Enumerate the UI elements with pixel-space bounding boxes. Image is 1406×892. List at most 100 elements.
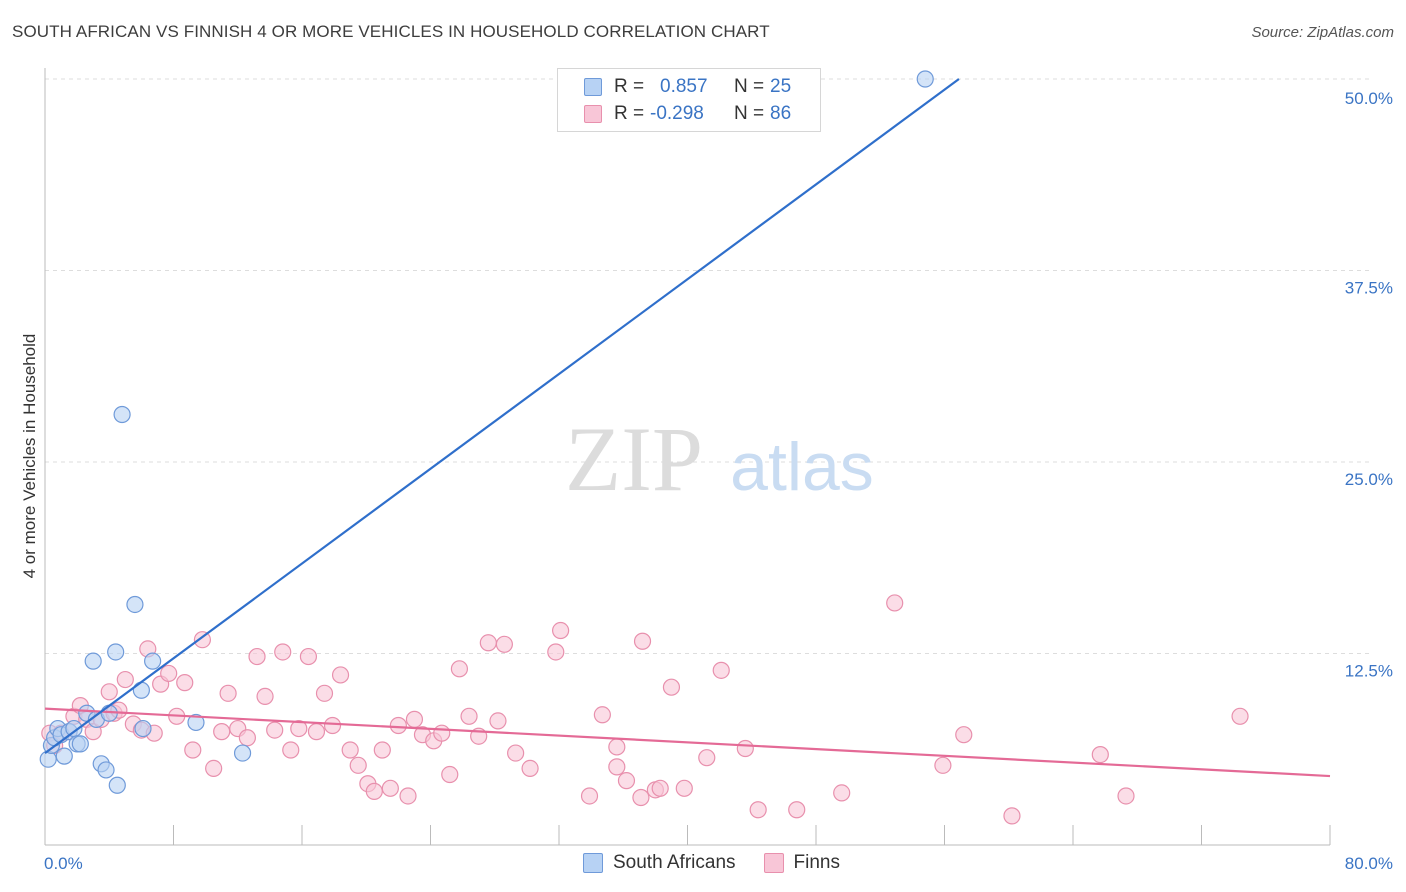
south-africans-point-24 — [233, 744, 252, 762]
finns-point-23 — [205, 759, 223, 778]
finns-point-83 — [1091, 746, 1109, 764]
finns-point-35 — [307, 723, 326, 741]
finns-point-50 — [433, 724, 451, 742]
finns-point-32 — [282, 741, 300, 759]
south-africans-point-18 — [113, 405, 131, 424]
south-africans-point-11 — [84, 652, 102, 670]
finns-point-82 — [1003, 807, 1021, 825]
finns-point-65 — [608, 758, 626, 776]
watermark-atlas: atlas — [730, 429, 874, 505]
south-africans-point-20 — [132, 681, 150, 699]
south-africans-trend-line — [44, 78, 960, 754]
south-africans-point-19 — [126, 595, 144, 614]
finns-point-57 — [495, 635, 513, 653]
finns-point-52 — [450, 660, 469, 678]
finns-point-61 — [552, 621, 570, 640]
legend-r-value: 0.857 — [660, 76, 708, 97]
finns-point-58 — [507, 744, 525, 762]
south-africans-points — [39, 70, 934, 794]
finns-point-77 — [788, 801, 806, 819]
finns-point-68 — [633, 632, 652, 650]
finns-point-37 — [323, 716, 342, 735]
legend-n-value: 86 — [770, 103, 792, 124]
finns-point-56 — [489, 712, 507, 730]
finns-point-78 — [833, 784, 851, 802]
finns-point-34 — [299, 647, 318, 666]
finns-point-30 — [266, 721, 284, 739]
trend-lines — [44, 78, 1331, 778]
finns-point-81 — [955, 726, 973, 744]
legend-swatch-blue — [584, 78, 602, 96]
finns-point-20 — [176, 674, 194, 692]
finns-point-74 — [712, 661, 730, 679]
legend-r-label: R = — [614, 103, 645, 124]
finns-point-55 — [479, 634, 497, 652]
legend-row-finns: R = -0.298 N = 86 — [558, 102, 791, 126]
finns-point-62 — [580, 787, 599, 805]
south-africans-point-14 — [97, 761, 115, 779]
legend-row-south-africans: R = 0.857 N = 25 — [558, 75, 791, 99]
south-africans-point-9 — [71, 735, 89, 753]
series-legend: South Africans Finns — [583, 852, 868, 874]
finns-point-76 — [749, 801, 767, 819]
finns-point-31 — [274, 643, 292, 661]
finns-point-59 — [521, 759, 539, 778]
finns-points — [41, 594, 1249, 825]
x-tick-label-max: 80.0% — [1345, 854, 1393, 873]
source-credit: Source: ZipAtlas.com — [1251, 24, 1394, 41]
correlation-legend: R = 0.857 N = 25 R = -0.298 N = 86 — [557, 68, 821, 132]
legend-swatch-pink — [584, 105, 602, 123]
finns-point-44 — [381, 779, 399, 797]
finns-point-22 — [193, 631, 212, 649]
finns-point-12 — [116, 670, 134, 689]
south-africans-point-25 — [916, 70, 934, 88]
finns-point-47 — [405, 710, 424, 728]
finns-point-18 — [160, 664, 178, 683]
watermark-zip: ZIP — [565, 408, 703, 510]
legend-label-finns: Finns — [793, 852, 840, 873]
y-tick-label-0: 12.5% — [1345, 662, 1393, 681]
finns-point-25 — [219, 684, 237, 702]
legend-n-label: N = — [734, 76, 765, 97]
finns-point-43 — [373, 741, 391, 759]
south-africans-point-17 — [108, 776, 126, 794]
legend-item-finns[interactable]: Finns — [763, 852, 840, 874]
legend-r-value: -0.298 — [650, 103, 704, 124]
legend-r-label: R = — [614, 76, 645, 97]
finns-trend-line — [44, 707, 1331, 778]
legend-item-south-africans[interactable]: South Africans — [583, 852, 736, 874]
y-tick-label-3: 50.0% — [1345, 89, 1393, 108]
legend-n-value: 25 — [770, 76, 792, 97]
finns-point-67 — [632, 788, 650, 807]
south-africans-point-5 — [55, 747, 73, 765]
finns-point-33 — [290, 719, 308, 738]
south-africans-point-23 — [187, 713, 205, 732]
finns-point-79 — [886, 594, 904, 612]
finns-point-46 — [399, 787, 417, 805]
finns-point-63 — [593, 706, 611, 724]
finns-point-66 — [617, 772, 636, 790]
finns-point-84 — [1117, 787, 1135, 805]
finns-point-64 — [608, 738, 626, 756]
finns-point-85 — [1231, 707, 1249, 725]
finns-point-24 — [213, 723, 231, 741]
finns-point-53 — [460, 707, 478, 725]
finns-point-71 — [662, 678, 681, 696]
finns-point-39 — [341, 741, 359, 759]
legend-label-south-africans: South Africans — [613, 852, 736, 873]
finns-point-60 — [547, 643, 565, 661]
finns-point-29 — [256, 687, 274, 705]
y-tick-label-2: 37.5% — [1345, 279, 1393, 298]
finns-point-70 — [651, 779, 669, 797]
finns-point-40 — [349, 756, 367, 774]
finns-point-28 — [248, 647, 266, 666]
grid-lines — [45, 78, 1370, 654]
finns-point-36 — [315, 684, 334, 702]
x-tick-label-min: 0.0% — [44, 854, 83, 873]
y-tick-label-1: 25.0% — [1345, 470, 1393, 489]
legend-swatch-pink — [763, 853, 784, 873]
south-africans-point-16 — [107, 643, 125, 661]
finns-point-27 — [238, 729, 256, 747]
finns-point-51 — [441, 765, 459, 784]
